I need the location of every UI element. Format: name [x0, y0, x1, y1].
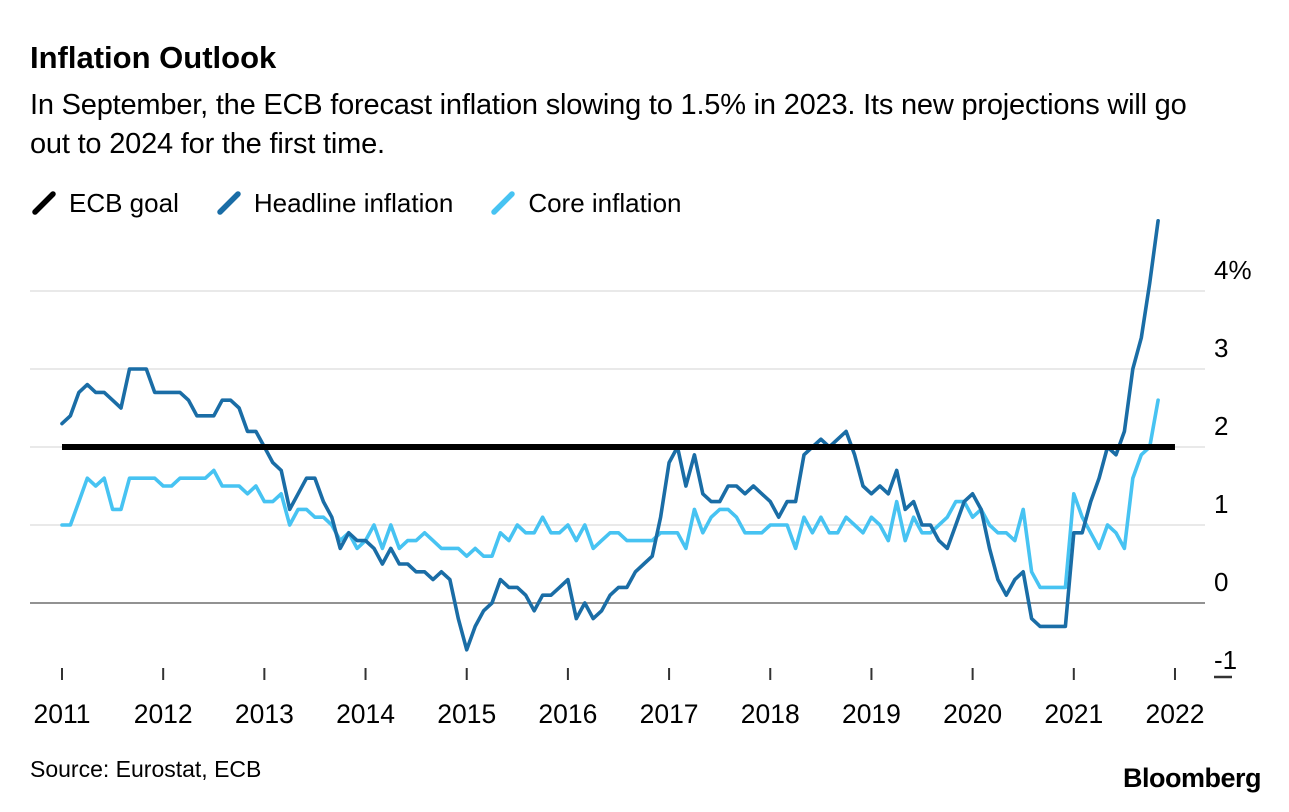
- chart-subtitle: In September, the ECB forecast inflation…: [30, 89, 1187, 160]
- y-axis-label: -1: [1214, 645, 1237, 675]
- legend-label-core-inflation: Core inflation: [528, 188, 682, 218]
- x-axis-label: 2022: [1146, 699, 1205, 729]
- legend-item-ecb-goal: ECB goal: [30, 188, 179, 219]
- series-line-core-inflation: [60, 398, 1160, 590]
- bloomberg-logo: Bloomberg: [1122, 763, 1262, 793]
- x-axis-label: 2015: [437, 699, 496, 729]
- x-axis-label: 2012: [134, 699, 193, 729]
- y-axis-label: 1: [1214, 489, 1228, 519]
- legend-item-core-inflation: Core inflation: [489, 188, 682, 219]
- headline-inflation-line-swatch-icon: [217, 190, 241, 215]
- series-line-headline-inflation: [60, 219, 1160, 652]
- x-axis-label: 2018: [741, 699, 800, 729]
- inflation-chart: 4% 3 2 1 0 -1 2011 2012 2013 2014 2015 2016 2017 2018…: [30, 219, 1252, 729]
- x-axis-label: 2013: [235, 699, 294, 729]
- legend: ECB goal Headline inflation Core inflati…: [30, 188, 682, 219]
- y-axis-label: 2: [1214, 411, 1228, 441]
- chart-title: Inflation Outlook: [30, 40, 277, 75]
- source-note: Source: Eurostat, ECB: [30, 756, 262, 782]
- x-axis-label: 2014: [336, 699, 395, 729]
- legend-item-headline-inflation: Headline inflation: [215, 188, 453, 219]
- x-axis-label: 2021: [1044, 699, 1103, 729]
- legend-label-headline-inflation: Headline inflation: [253, 188, 454, 218]
- ecb-goal-line-swatch-icon: [32, 190, 56, 215]
- y-axis-label: 0: [1214, 567, 1228, 597]
- legend-label-ecb-goal: ECB goal: [69, 188, 179, 218]
- y-axis-label: 4%: [1214, 255, 1252, 285]
- x-axis-label: 2016: [538, 699, 597, 729]
- x-axis-label: 2019: [842, 699, 901, 729]
- core-inflation-line-swatch-icon: [491, 190, 516, 215]
- x-axis-label: 2017: [640, 699, 699, 729]
- x-axis-label: 2011: [34, 699, 91, 729]
- x-axis-label: 2020: [943, 699, 1002, 729]
- y-axis-label: 3: [1214, 333, 1228, 363]
